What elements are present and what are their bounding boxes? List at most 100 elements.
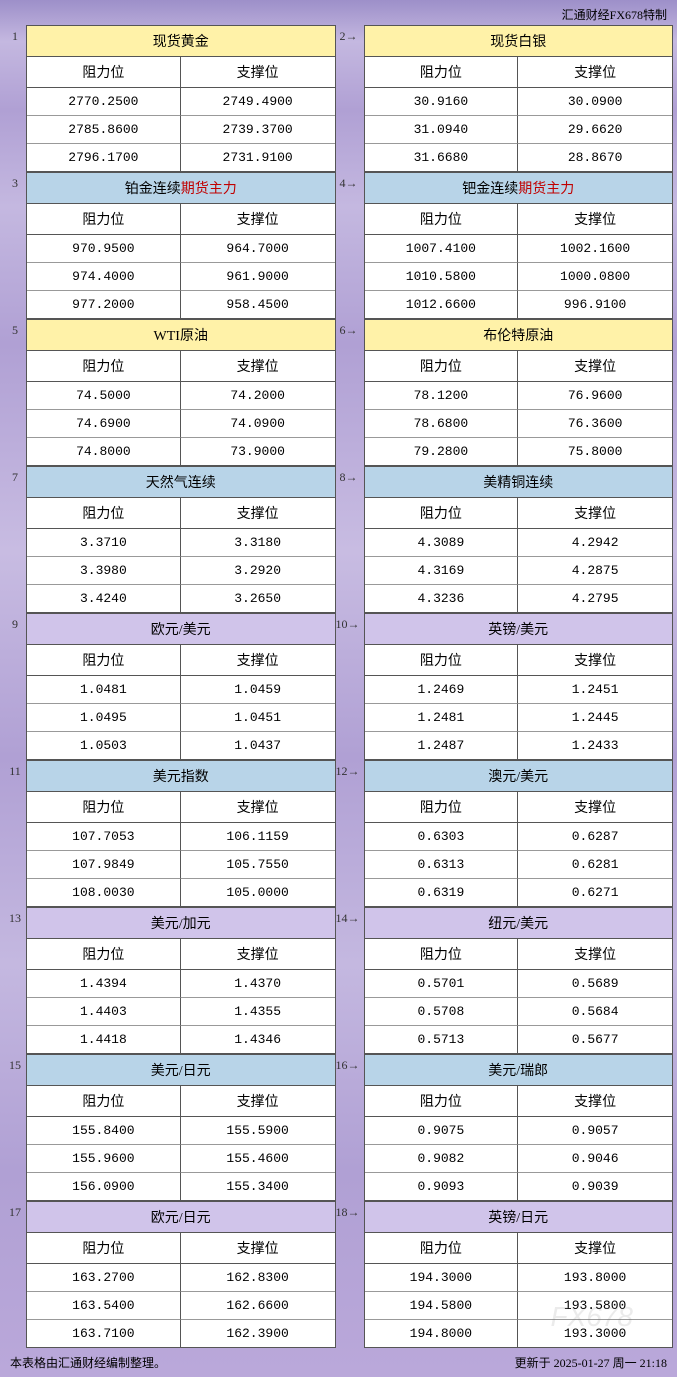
support-value: 0.6287	[518, 823, 672, 851]
support-value: 193.8000	[518, 1264, 672, 1292]
resistance-value: 74.6900	[27, 410, 181, 438]
data-row: 79.280075.8000	[365, 438, 673, 465]
data-row: 1.44031.4355	[27, 998, 335, 1026]
support-value: 964.7000	[181, 235, 335, 263]
support-value: 155.5900	[181, 1117, 335, 1145]
data-row: 974.4000961.9000	[27, 263, 335, 291]
resistance-value: 4.3089	[365, 529, 519, 557]
data-row: 2770.25002749.4900	[27, 88, 335, 116]
resistance-value: 4.3236	[365, 585, 519, 612]
support-value: 106.1159	[181, 823, 335, 851]
resistance-value: 970.9500	[27, 235, 181, 263]
data-grid: 1现货黄金阻力位支撑位2770.25002749.49002785.860027…	[4, 25, 673, 1348]
instrument-title: WTI原油	[27, 320, 335, 351]
support-value: 1.2445	[518, 704, 672, 732]
header-credit: 汇通财经FX678特制	[4, 4, 673, 25]
support-value: 1000.0800	[518, 263, 672, 291]
data-row: 194.8000193.3000	[365, 1320, 673, 1347]
data-row: 0.57130.5677	[365, 1026, 673, 1053]
data-row: 0.63130.6281	[365, 851, 673, 879]
instrument-block: 铂金连续期货主力阻力位支撑位970.9500964.7000974.400096…	[26, 172, 336, 319]
support-value: 193.3000	[518, 1320, 672, 1347]
support-value: 1.4355	[181, 998, 335, 1026]
resistance-value: 107.9849	[27, 851, 181, 879]
data-row: 970.9500964.7000	[27, 235, 335, 263]
row-number: 5	[4, 319, 26, 466]
row-number: 14→	[336, 907, 364, 1054]
footer: 本表格由汇通财经编制整理。 更新于 2025-01-27 周一 21:18	[4, 1348, 673, 1373]
column-headers: 阻力位支撑位	[27, 939, 335, 970]
data-row: 4.32364.2795	[365, 585, 673, 612]
resistance-header: 阻力位	[365, 645, 519, 676]
resistance-value: 31.0940	[365, 116, 519, 144]
row-number: 17	[4, 1201, 26, 1348]
instrument-block: 布伦特原油阻力位支撑位78.120076.960078.680076.36007…	[364, 319, 674, 466]
resistance-value: 156.0900	[27, 1173, 181, 1200]
instrument-title: 天然气连续	[27, 467, 335, 498]
instrument-title: 布伦特原油	[365, 320, 673, 351]
instrument-title: 现货黄金	[27, 26, 335, 57]
row-number: 15	[4, 1054, 26, 1201]
column-headers: 阻力位支撑位	[27, 204, 335, 235]
resistance-value: 0.5713	[365, 1026, 519, 1053]
data-row: 3.39803.2920	[27, 557, 335, 585]
column-headers: 阻力位支撑位	[27, 351, 335, 382]
resistance-value: 3.3710	[27, 529, 181, 557]
footer-right: 更新于 2025-01-27 周一 21:18	[515, 1354, 667, 1371]
instrument-block: 天然气连续阻力位支撑位3.37103.31803.39803.29203.424…	[26, 466, 336, 613]
instrument-title: 英镑/日元	[365, 1202, 673, 1233]
resistance-value: 108.0030	[27, 879, 181, 906]
resistance-value: 1007.4100	[365, 235, 519, 263]
resistance-header: 阻力位	[365, 1086, 519, 1117]
resistance-header: 阻力位	[365, 792, 519, 823]
data-row: 194.3000193.8000	[365, 1264, 673, 1292]
instrument-title: 澳元/美元	[365, 761, 673, 792]
resistance-value: 4.3169	[365, 557, 519, 585]
support-value: 958.4500	[181, 291, 335, 318]
support-value: 155.3400	[181, 1173, 335, 1200]
support-value: 3.3180	[181, 529, 335, 557]
resistance-header: 阻力位	[365, 204, 519, 235]
support-value: 162.6600	[181, 1292, 335, 1320]
data-row: 1.04951.0451	[27, 704, 335, 732]
data-row: 74.690074.0900	[27, 410, 335, 438]
instrument-title: 英镑/美元	[365, 614, 673, 645]
support-header: 支撑位	[518, 57, 672, 88]
support-value: 1.4346	[181, 1026, 335, 1053]
instrument-block: WTI原油阻力位支撑位74.500074.200074.690074.09007…	[26, 319, 336, 466]
instrument-title: 美元/日元	[27, 1055, 335, 1086]
column-headers: 阻力位支撑位	[365, 939, 673, 970]
data-row: 194.5800193.5800	[365, 1292, 673, 1320]
data-row: 30.916030.0900	[365, 88, 673, 116]
data-row: 1.24811.2445	[365, 704, 673, 732]
column-headers: 阻力位支撑位	[365, 1086, 673, 1117]
instrument-title: 美元指数	[27, 761, 335, 792]
resistance-value: 74.5000	[27, 382, 181, 410]
row-number: 10→	[336, 613, 364, 760]
resistance-value: 2770.2500	[27, 88, 181, 116]
support-value: 3.2650	[181, 585, 335, 612]
resistance-value: 2796.1700	[27, 144, 181, 171]
support-value: 29.6620	[518, 116, 672, 144]
column-headers: 阻力位支撑位	[365, 57, 673, 88]
resistance-value: 0.9093	[365, 1173, 519, 1200]
support-header: 支撑位	[518, 645, 672, 676]
support-header: 支撑位	[181, 939, 335, 970]
resistance-value: 78.6800	[365, 410, 519, 438]
data-row: 1.24871.2433	[365, 732, 673, 759]
data-row: 107.9849105.7550	[27, 851, 335, 879]
data-row: 78.680076.3600	[365, 410, 673, 438]
support-header: 支撑位	[181, 792, 335, 823]
data-row: 74.500074.2000	[27, 382, 335, 410]
instrument-block: 英镑/日元阻力位支撑位194.3000193.8000194.5800193.5…	[364, 1201, 674, 1348]
support-header: 支撑位	[518, 792, 672, 823]
instrument-block: 钯金连续期货主力阻力位支撑位1007.41001002.16001010.580…	[364, 172, 674, 319]
row-number: 3	[4, 172, 26, 319]
support-value: 2749.4900	[181, 88, 335, 116]
data-row: 3.37103.3180	[27, 529, 335, 557]
support-header: 支撑位	[181, 645, 335, 676]
support-value: 4.2942	[518, 529, 672, 557]
support-value: 105.0000	[181, 879, 335, 906]
support-header: 支撑位	[181, 1233, 335, 1264]
data-row: 155.8400155.5900	[27, 1117, 335, 1145]
